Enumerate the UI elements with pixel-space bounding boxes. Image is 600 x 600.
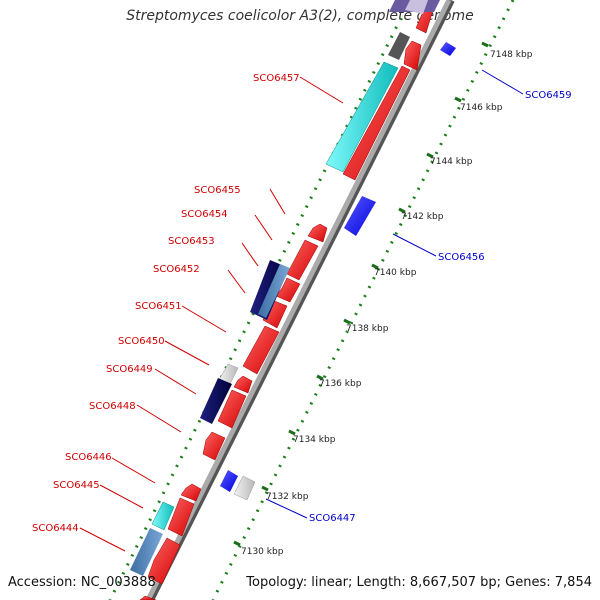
- kbp-label: 7136 kbp: [319, 379, 362, 389]
- accession-text: Accession: NC_003888: [8, 575, 156, 590]
- kbp-tick: [261, 485, 269, 492]
- gene-box-cyan[interactable]: [151, 501, 175, 531]
- kbp-label: 7148 kbp: [490, 50, 533, 60]
- gene-arrow[interactable]: [403, 40, 422, 71]
- gene-box-gray-light[interactable]: [233, 475, 256, 501]
- gene-label-sco6457[interactable]: SCO6457: [253, 73, 300, 84]
- gene-label-sco6449[interactable]: SCO6449: [106, 364, 153, 375]
- kbp-label: 7132 kbp: [266, 492, 309, 502]
- kbp-tick: [233, 540, 241, 547]
- kbp-label: 7140 kbp: [374, 268, 417, 278]
- gene-arrow[interactable]: [342, 65, 411, 181]
- gene-arrow[interactable]: [275, 277, 301, 303]
- kbp-tick: [454, 96, 462, 103]
- kbp-tick: [343, 318, 351, 325]
- kbp-tick: [398, 207, 406, 214]
- gene-arrow-blue[interactable]: [440, 42, 456, 56]
- gene-arrow-blue[interactable]: [344, 196, 376, 236]
- gene-arrow[interactable]: [242, 325, 280, 375]
- kbp-tick: [426, 152, 434, 159]
- connector-line: [164, 340, 210, 366]
- gene-arrow[interactable]: [167, 497, 195, 537]
- gene-label-sco6453[interactable]: SCO6453: [168, 236, 215, 247]
- gene-label-sco6454[interactable]: SCO6454: [181, 209, 228, 220]
- gene-arrow[interactable]: [233, 375, 253, 394]
- gene-box-cyan[interactable]: [325, 61, 399, 173]
- gene-label-sco6452[interactable]: SCO6452: [153, 264, 200, 275]
- gene-label-sco6447[interactable]: SCO6447: [309, 513, 356, 524]
- gene-arrow[interactable]: [139, 595, 157, 600]
- gene-label-sco6459[interactable]: SCO6459: [525, 90, 572, 101]
- connector-line: [154, 368, 197, 395]
- blue-label-connectors: [265, 69, 524, 519]
- genome-title: Streptomyces coelicolor A3(2), complete …: [126, 8, 474, 24]
- connector-line: [99, 484, 144, 509]
- gene-arrow[interactable]: [307, 223, 328, 243]
- genome-summary-text: Topology: linear; Length: 8,667,507 bp; …: [246, 575, 592, 590]
- gene-label-sco6456[interactable]: SCO6456: [438, 252, 485, 263]
- other-genes[interactable]: [130, 0, 440, 576]
- kbp-label: 7138 kbp: [346, 324, 389, 334]
- right-dotted-guide: [211, 0, 515, 600]
- kbp-label: 7134 kbp: [293, 435, 336, 445]
- gene-box-steel[interactable]: [258, 264, 290, 318]
- kbp-tick: [371, 263, 379, 270]
- connector-line: [392, 233, 437, 257]
- connector-line: [269, 188, 286, 215]
- gene-arrow[interactable]: [147, 537, 181, 585]
- reverse-genes[interactable]: [220, 0, 456, 501]
- left-dotted-guide: [108, 0, 412, 600]
- kbp-tick: [316, 374, 324, 381]
- kbp-label: 7142 kbp: [401, 212, 444, 222]
- gene-arrow-blue[interactable]: [220, 470, 238, 492]
- gene-label-sco6444[interactable]: SCO6444: [32, 523, 79, 534]
- gene-box-gray[interactable]: [388, 32, 410, 60]
- kbp-ticks: [233, 41, 489, 547]
- genome-axis: [145, 0, 452, 600]
- connector-line: [481, 69, 524, 95]
- kbp-tick: [288, 429, 296, 436]
- connector-line: [227, 269, 246, 294]
- connector-line: [241, 242, 259, 267]
- gene-box-purple-light[interactable]: [405, 0, 428, 14]
- connector-line: [181, 305, 227, 333]
- gene-label-sco6445[interactable]: SCO6445: [53, 480, 100, 491]
- red-label-connectors: [79, 76, 344, 552]
- gene-arrow[interactable]: [202, 431, 226, 461]
- connector-line: [111, 457, 156, 484]
- gene-label-sco6451[interactable]: SCO6451: [135, 301, 182, 312]
- gene-arrow[interactable]: [180, 483, 202, 502]
- kbp-label: 7130 kbp: [241, 547, 284, 557]
- gene-arrow[interactable]: [286, 239, 319, 281]
- gene-label-sco6450[interactable]: SCO6450: [118, 336, 165, 347]
- gene-label-sco6448[interactable]: SCO6448: [89, 401, 136, 412]
- gene-arrow[interactable]: [217, 389, 247, 429]
- connector-line: [299, 76, 344, 104]
- kbp-label: 7146 kbp: [460, 103, 503, 113]
- gene-label-sco6455[interactable]: SCO6455: [194, 185, 241, 196]
- gene-box-steel[interactable]: [130, 528, 163, 576]
- kbp-label: 7144 kbp: [430, 157, 473, 167]
- connector-line: [79, 527, 126, 552]
- gene-label-sco6446[interactable]: SCO6446: [65, 452, 112, 463]
- connector-line: [136, 404, 182, 433]
- kbp-tick: [481, 41, 489, 48]
- connector-line: [254, 214, 273, 241]
- connector-line: [265, 498, 308, 519]
- gene-box-navy[interactable]: [200, 378, 232, 424]
